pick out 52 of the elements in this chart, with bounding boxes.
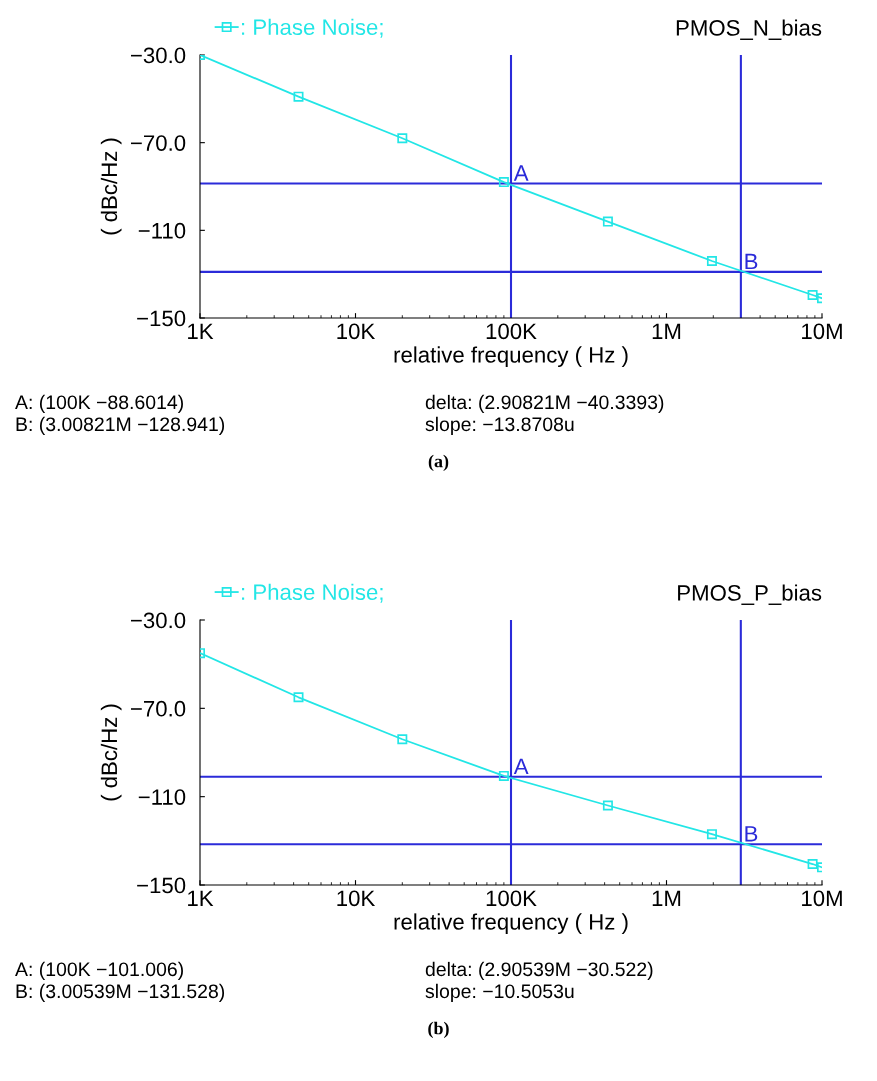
y-tick-label: −70.0 (130, 700, 186, 717)
legend-label: : Phase Noise; (242, 583, 383, 603)
y-tick-label: −30.0 (130, 612, 186, 629)
text: B: (3.00821M −128.941) (16, 416, 225, 435)
text: A: (100K −88.6014) (15, 394, 183, 413)
y-tick-label: −110 (138, 789, 186, 805)
annotation: A (513, 165, 529, 181)
point (807, 859, 818, 870)
text: B: (3.00539M −131.528) (16, 983, 225, 1002)
y-tick-label: −150 (137, 310, 186, 327)
text: delta: (2.90821M −40.3393) (425, 394, 664, 413)
x-axis-title: relative frequency ( Hz ) (394, 346, 628, 368)
point (602, 216, 613, 227)
x-axis-title: relative frequency ( Hz ) (394, 913, 628, 935)
text: (b) (428, 1021, 449, 1038)
text: slope: −10.5053u (425, 983, 574, 1002)
x-tick-label: 100K (486, 890, 537, 907)
chart-title: PMOS_P_bias (678, 584, 822, 605)
chart-title: PMOS_N_bias (676, 19, 822, 40)
x-tick-label: 100K (486, 323, 537, 340)
text: delta: (2.90539M −30.522) (425, 961, 653, 980)
point (397, 734, 408, 745)
x-tick-label: 10M (802, 323, 842, 340)
y-tick-label: −30.0 (130, 47, 186, 64)
y-tick-label: −110 (138, 222, 186, 239)
point (498, 770, 509, 781)
point (293, 692, 304, 703)
y-axis-title: ( dBc/Hz ) (100, 704, 122, 801)
x-tick-label: 10K (337, 890, 376, 907)
x-tick-label: 1K (188, 323, 214, 339)
point (706, 256, 717, 267)
x-tick-label: 10K (337, 323, 376, 340)
x-tick-label: 1M (652, 890, 681, 906)
point (293, 91, 304, 102)
x-tick-label: 10M (802, 890, 842, 907)
point (706, 829, 717, 840)
x-tick-label: 1K (188, 890, 214, 906)
point (602, 800, 613, 811)
text: A: (100K −101.006) (15, 961, 183, 980)
annotation: A (513, 758, 529, 775)
y-tick-label: −150 (137, 877, 186, 894)
point (807, 289, 818, 300)
y-axis-title: ( dBc/Hz ) (100, 138, 122, 235)
text: (a) (428, 454, 449, 471)
text: slope: −13.8708u (425, 416, 574, 435)
legend-label: : Phase Noise; (242, 18, 383, 38)
point (498, 177, 509, 188)
annotation: B (745, 826, 758, 842)
annotation: B (745, 253, 758, 270)
point (397, 133, 408, 144)
y-tick-label: −70.0 (130, 135, 186, 151)
x-tick-label: 1M (652, 323, 681, 339)
